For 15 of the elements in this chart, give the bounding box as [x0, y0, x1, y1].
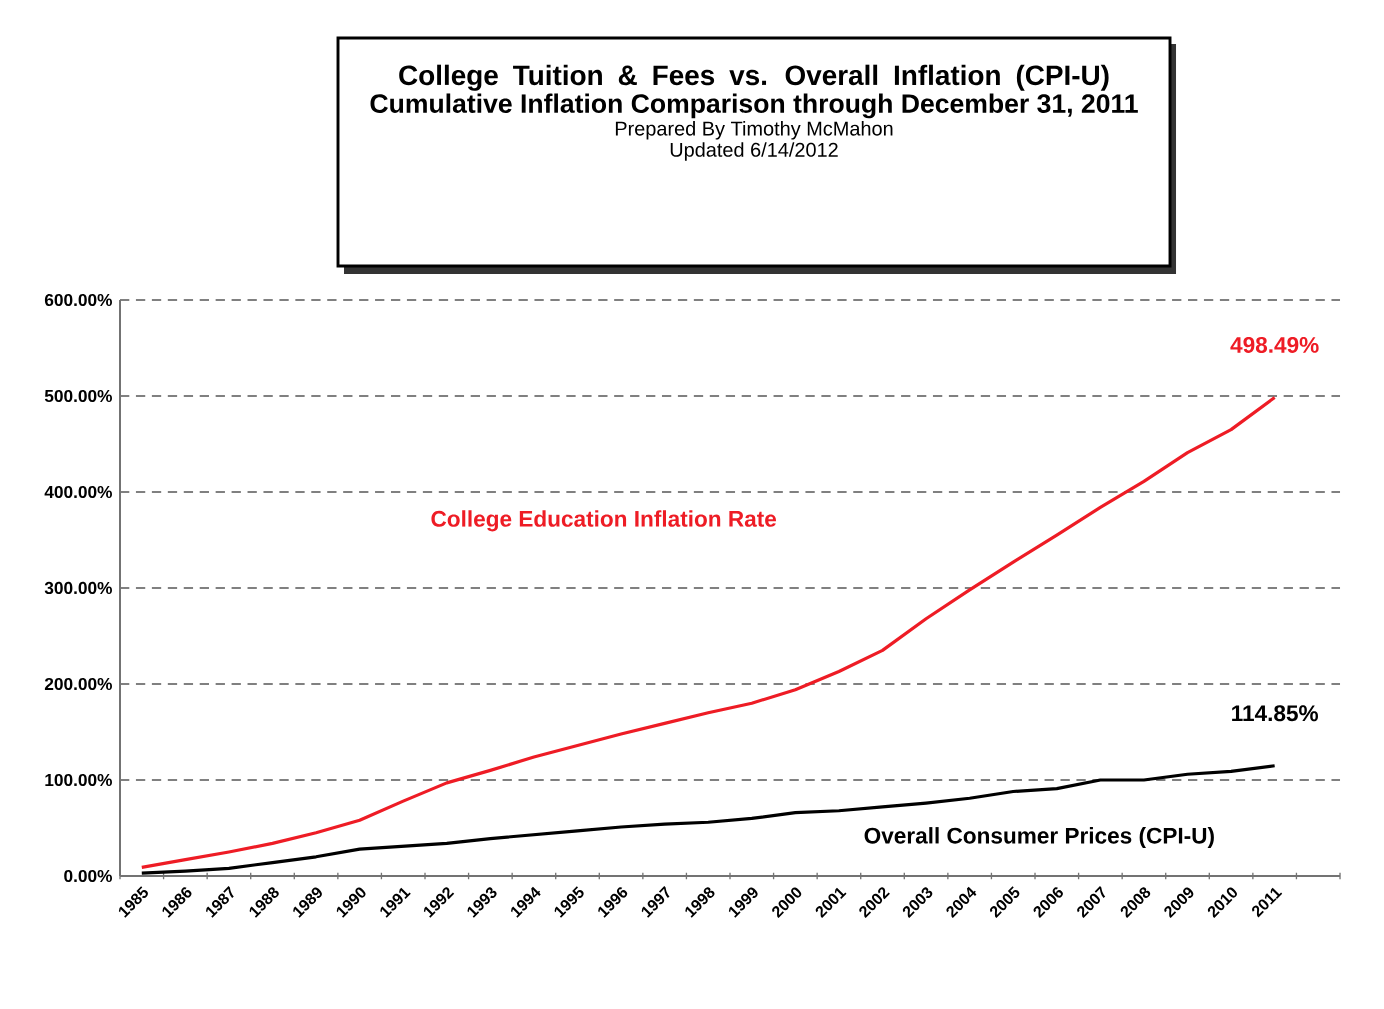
y-tick-label: 600.00% [44, 293, 112, 307]
y-tick-label: 500.00% [44, 389, 112, 403]
series-label: Overall Consumer Prices (CPI-U) [864, 827, 1214, 849]
text: College Education Inflation Rate [431, 510, 777, 532]
text: Updated 6/14/2012 [670, 142, 838, 161]
text: Prepared By Timothy McMahon [615, 121, 893, 140]
y-tick-label: 100.00% [45, 773, 112, 787]
chart-subtitle: Cumulative Inflation Comparison through December 31, 2011 [370, 93, 1138, 119]
y-tick-label: 0.00% [64, 869, 113, 883]
y-tick-label: 200.00% [44, 677, 112, 691]
data-label: 498.49% [1230, 336, 1319, 353]
y-tick-label: 300.00% [44, 581, 112, 595]
y-tick-label: 400.00% [44, 485, 112, 499]
chart-title: College Tuition & Fees vs. Overall Inflation (CPI-U) [399, 64, 1109, 91]
data-label: 114.85% [1232, 705, 1318, 722]
